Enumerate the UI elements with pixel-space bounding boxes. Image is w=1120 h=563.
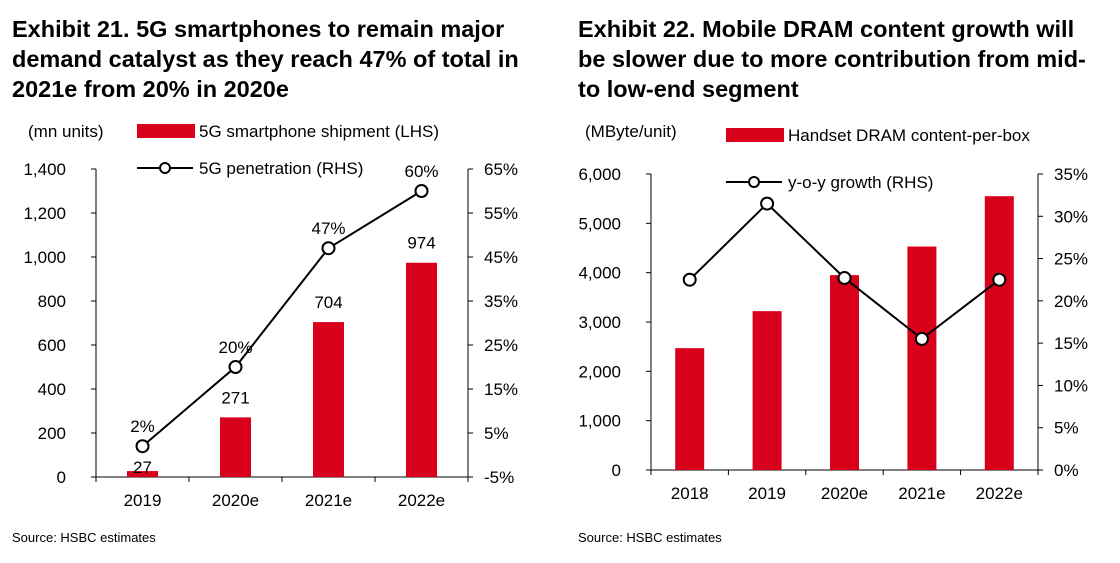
left-axis-tick-label: 4,000 bbox=[578, 264, 621, 283]
right-axis-tick-label: 0% bbox=[1054, 461, 1079, 480]
line-marker bbox=[135, 439, 150, 454]
right-axis-tick-label: 15% bbox=[484, 380, 518, 399]
legend-bar-swatch bbox=[137, 124, 195, 138]
legend-line-label: 5G penetration (RHS) bbox=[199, 159, 363, 178]
right-axis-tick-label: 25% bbox=[484, 336, 518, 355]
bar-data-label: 974 bbox=[407, 234, 435, 253]
left-axis-tick-label: 0 bbox=[57, 468, 66, 487]
line-marker bbox=[837, 271, 852, 286]
chart-title: Exhibit 21. 5G smartphones to remain maj… bbox=[12, 16, 519, 102]
x-axis-category-label: 2020e bbox=[821, 484, 868, 503]
left-axis-tick-label: 800 bbox=[38, 292, 66, 311]
bar bbox=[406, 262, 437, 477]
bar-data-label: 271 bbox=[221, 388, 249, 407]
right-axis-tick-label: 35% bbox=[484, 292, 518, 311]
line-marker bbox=[321, 241, 336, 256]
line-marker bbox=[228, 360, 243, 374]
line-data-label: 60% bbox=[404, 162, 438, 181]
chart-source: Source: HSBC estimates bbox=[578, 530, 722, 545]
line-data-label: 2% bbox=[130, 417, 155, 436]
legend-bar-swatch bbox=[726, 128, 784, 142]
right-axis-tick-label: 10% bbox=[1054, 376, 1088, 395]
left-axis-unit-label: (mn units) bbox=[28, 122, 104, 141]
exhibit-22-chart: 0 1,000 2,000 3,000 4,000 5,000 6,000 0% 5% 10% 15… bbox=[578, 122, 1088, 503]
left-axis-tick-label: 400 bbox=[38, 380, 66, 399]
right-axis-tick-label: 5% bbox=[1054, 419, 1079, 438]
x-axis-category-label: 2019 bbox=[748, 484, 786, 503]
left-axis-tick-label: 200 bbox=[38, 424, 66, 443]
left-axis-tick-label: 2,000 bbox=[578, 362, 621, 381]
x-axis-category-label: 2020e bbox=[212, 491, 259, 510]
left-axis-tick-label: 1,200 bbox=[23, 204, 66, 223]
right-axis-tick-label: 20% bbox=[1054, 292, 1088, 311]
line-marker bbox=[414, 184, 429, 198]
left-axis-tick-label: 0 bbox=[612, 461, 621, 480]
bar bbox=[830, 275, 859, 470]
chart-title: Exhibit 22. Mobile DRAM content growth w… bbox=[578, 16, 1086, 102]
exhibit-21-panel: Exhibit 21. 5G smartphones to remain maj… bbox=[12, 16, 519, 545]
bar bbox=[984, 196, 1014, 470]
right-axis-tick-label: 30% bbox=[1054, 207, 1088, 226]
bar-data-label: 704 bbox=[314, 293, 342, 312]
bar bbox=[220, 417, 251, 477]
x-axis-category-label: 2019 bbox=[124, 491, 162, 510]
bar bbox=[127, 471, 158, 477]
line-data-label: 47% bbox=[311, 219, 345, 238]
x-axis-category-label: 2021e bbox=[305, 491, 352, 510]
left-axis-tick-label: 5,000 bbox=[578, 214, 621, 233]
x-axis-category-label: 2022e bbox=[398, 491, 445, 510]
x-axis-category-label: 2021e bbox=[898, 484, 945, 503]
right-axis-tick-label: 65% bbox=[484, 160, 518, 179]
chart-source: Source: HSBC estimates bbox=[12, 530, 156, 545]
bar bbox=[907, 246, 937, 470]
line-marker bbox=[682, 272, 697, 287]
right-axis-tick-label: 25% bbox=[1054, 250, 1088, 269]
bar bbox=[752, 311, 782, 470]
line-data-label: 20% bbox=[218, 338, 252, 357]
legend-bar-label: Handset DRAM content-per-box bbox=[788, 126, 1030, 145]
left-axis-tick-label: 1,000 bbox=[23, 248, 66, 267]
x-axis-category-label: 2018 bbox=[671, 484, 709, 503]
line-marker bbox=[992, 272, 1007, 287]
left-axis-tick-label: 3,000 bbox=[578, 313, 621, 332]
x-axis-category-label: 2022e bbox=[976, 484, 1023, 503]
exhibit-22-panel: Exhibit 22. Mobile DRAM content growth w… bbox=[565, 0, 1120, 563]
bar bbox=[313, 322, 344, 477]
right-axis-tick-label: -5% bbox=[484, 468, 514, 487]
right-axis-tick-label: 35% bbox=[1054, 165, 1088, 184]
left-axis-tick-label: 6,000 bbox=[578, 165, 621, 184]
left-axis-tick-label: 1,400 bbox=[23, 160, 66, 179]
legend-line-marker bbox=[748, 176, 760, 188]
left-axis-tick-label: 1,000 bbox=[578, 412, 621, 431]
right-axis-tick-label: 15% bbox=[1054, 334, 1088, 353]
line-marker bbox=[914, 331, 929, 346]
legend-line-marker bbox=[159, 162, 171, 174]
left-axis-tick-label: 600 bbox=[38, 336, 66, 355]
legend-line-label: y-o-y growth (RHS) bbox=[788, 173, 933, 192]
bar bbox=[675, 348, 705, 470]
right-axis-tick-label: 55% bbox=[484, 204, 518, 223]
left-axis-unit-label: (MByte/unit) bbox=[585, 122, 677, 141]
exhibit-21-chart: 0 200 400 600 800 1,000 1,200 1,400 -5% 5% 15% 25% 3… bbox=[23, 122, 518, 510]
bar-data-label: 27 bbox=[133, 458, 152, 477]
line-marker bbox=[760, 196, 775, 211]
right-axis-tick-label: 5% bbox=[484, 424, 509, 443]
legend-bar-label: 5G smartphone shipment (LHS) bbox=[199, 122, 439, 141]
line-series-path bbox=[141, 190, 423, 447]
right-axis-tick-label: 45% bbox=[484, 248, 518, 267]
